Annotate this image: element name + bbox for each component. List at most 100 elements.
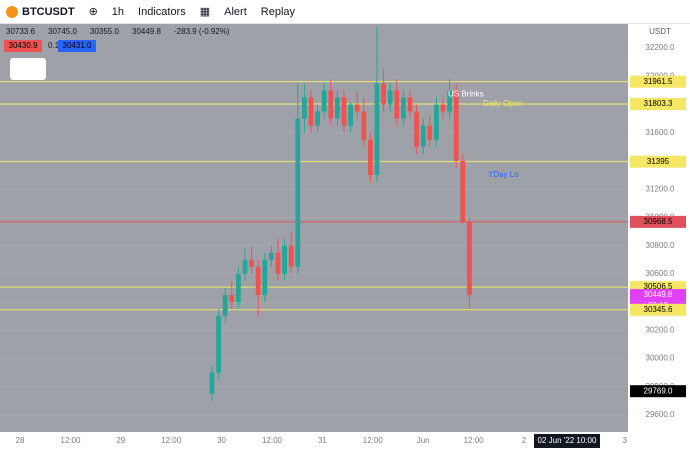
y-tick-label: 31600.0 [646, 128, 675, 137]
price-label-box [630, 75, 686, 88]
x-tick-label: 12:00 [262, 436, 283, 445]
chart-background [0, 24, 628, 432]
sell-price[interactable]: 30430.9 [9, 41, 38, 50]
x-tick-label: 2 [522, 436, 527, 445]
candle-body [222, 295, 228, 317]
candle-body [348, 104, 353, 126]
candle-body [394, 90, 400, 119]
price-label-box [630, 303, 686, 316]
price-label: 31803.3 [644, 99, 673, 108]
candle-body [427, 125, 433, 140]
y-tick-label: 30800.0 [646, 241, 675, 250]
candle-body [249, 259, 254, 267]
crosshair-label: 02 Jun '22 10:00 [538, 436, 597, 445]
replay[interactable]: Replay [260, 5, 296, 18]
candle-body [414, 111, 419, 147]
candle-body [275, 252, 281, 274]
ohlc-close: 30449.8 [132, 27, 161, 36]
time-axis [0, 432, 628, 450]
candle-body [308, 97, 314, 126]
templates[interactable]: ▦ [199, 6, 211, 18]
annotation: US Brinks [448, 90, 484, 99]
coin-icon [6, 5, 18, 18]
buy-button[interactable] [58, 40, 96, 52]
y-tick-label: 30600.0 [646, 269, 675, 278]
candle-body [420, 125, 426, 147]
annotation: YDay Lo [488, 170, 519, 179]
y-tick-label: 31200.0 [646, 184, 675, 193]
candle-body [401, 97, 406, 119]
candle-body [387, 90, 393, 105]
x-tick-label: 3 [623, 436, 628, 445]
y-tick-label: 32200.0 [646, 43, 675, 52]
price-label-box [630, 215, 686, 228]
candle-body [229, 295, 235, 303]
interval[interactable]: 1h [111, 5, 125, 18]
candle-body [255, 266, 261, 296]
buy-price[interactable]: 30431.0 [63, 41, 92, 50]
candle-body [368, 139, 373, 176]
candle-body [315, 111, 320, 126]
annotation: Daily Open [483, 99, 523, 108]
candle-body [282, 245, 287, 274]
price-label-box [630, 289, 686, 302]
candle-body [288, 245, 294, 267]
price-label: 30968.5 [644, 217, 673, 226]
x-tick-label: Jun [417, 436, 430, 445]
price-label-box [630, 385, 686, 398]
x-tick-label: 12:00 [464, 436, 485, 445]
toolbar: BTCUSDT ⊕ 1h Indicators ▦ Alert Replay [0, 0, 690, 24]
price-label-box [630, 98, 686, 111]
candle-body [262, 259, 268, 296]
ohlc-high: 30745.0 [48, 27, 77, 36]
price-axis [628, 24, 690, 450]
symbol[interactable]: BTCUSDT [22, 5, 75, 18]
candle-body [209, 372, 215, 394]
candle-body [460, 160, 466, 222]
legend: 30733.6 30745.0 30355.0 30449.8 -283.9 (… [4, 27, 230, 80]
sell-button[interactable] [4, 40, 42, 52]
x-tick-label: 28 [16, 436, 25, 445]
x-tick-label: 12:00 [60, 436, 81, 445]
candle-body [434, 104, 439, 140]
candle-body [381, 83, 386, 105]
x-tick-label: 12:00 [363, 436, 384, 445]
candle-body [321, 90, 327, 112]
candle-body [216, 316, 221, 373]
ohlc-change: -283.9 (-0.92%) [174, 27, 230, 36]
price-label: 31395 [647, 157, 670, 166]
price-label: 31961.5 [644, 77, 673, 86]
price-label: 30506.5 [644, 282, 673, 291]
tool-box[interactable] [10, 58, 46, 80]
candle-body [242, 259, 248, 274]
candle-body [467, 221, 472, 296]
price-label: 30449.8 [644, 290, 673, 299]
candle-body [302, 97, 307, 119]
candle-body [447, 90, 452, 112]
candle-body [407, 97, 413, 112]
x-tick-label: 30 [217, 436, 226, 445]
candle-body [341, 97, 347, 126]
price-label: 30345.6 [644, 305, 673, 314]
candle-body [361, 111, 367, 140]
x-tick-label: 31 [318, 436, 327, 445]
y-tick-label: 30200.0 [646, 325, 675, 334]
candle-body [453, 90, 459, 161]
ohlc-open: 30733.6 [6, 27, 35, 36]
candle-body [354, 104, 360, 112]
candle-body [335, 97, 340, 119]
candle-body [295, 118, 301, 267]
currency: USDT [649, 27, 671, 36]
y-tick-label: 29600.0 [646, 410, 675, 419]
indicators[interactable]: Indicators [138, 5, 186, 18]
crosshair-box [534, 434, 600, 448]
add-symbol[interactable]: ⊕ [88, 6, 98, 18]
ohlc-low: 30355.0 [90, 27, 119, 36]
x-tick-label: 12:00 [161, 436, 182, 445]
x-tick-label: 29 [116, 436, 125, 445]
candle-body [374, 83, 380, 176]
price-label-box [630, 155, 686, 168]
alert[interactable]: Alert [224, 5, 247, 18]
